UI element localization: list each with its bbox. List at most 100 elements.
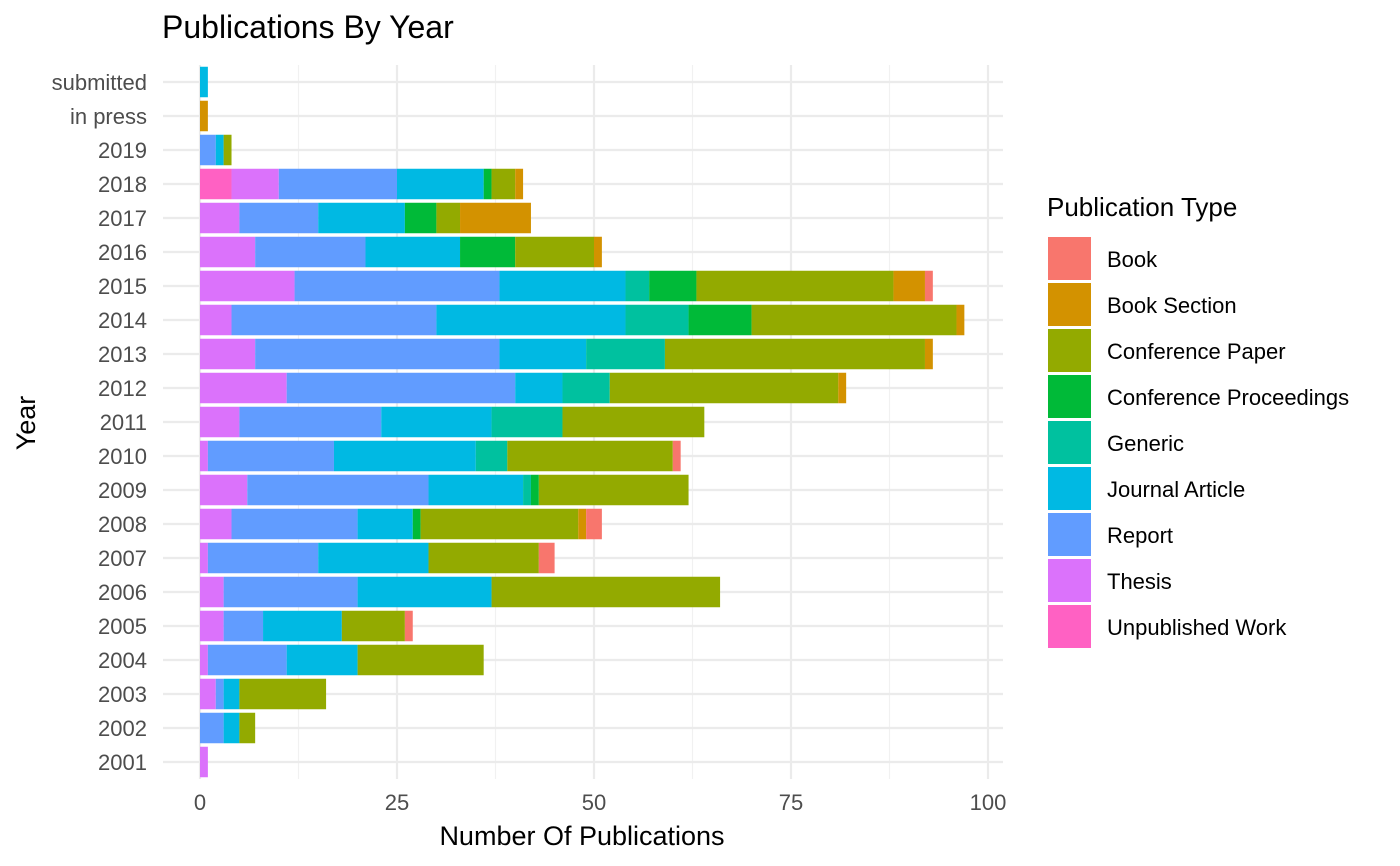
bar-segment: 2007 — Report: 14 [207, 542, 319, 574]
bar-segment: 2010 — Generic: 4 [475, 440, 508, 472]
bar-segment: 2003 — Conference Paper: 11 [239, 678, 327, 710]
legend-key [1048, 467, 1091, 510]
bar-segment: 2013 — Report: 31 [255, 338, 500, 370]
bar-segment: 2006 — Report: 17 [223, 576, 358, 608]
bar-segment: 2012 — Conference Paper: 29 [609, 372, 839, 404]
bar-segment: 2016 — Conference Proceedings: 7 [460, 236, 516, 268]
bar-segment: 2016 — Conference Paper: 10 [515, 236, 594, 268]
bar-segment: 2010 — Conference Paper: 21 [507, 440, 673, 472]
y-tick-label: 2012 [98, 376, 147, 401]
bar-segment: 2019 — Journal Article: 1 [215, 134, 224, 166]
y-tick-label: 2011 [100, 410, 147, 435]
bar-segment: 2007 — Conference Paper: 14 [428, 542, 539, 574]
bar-segment: 2014 — Generic: 8 [625, 304, 689, 336]
bar-segment: 2006 — Thesis: 3 [200, 576, 224, 608]
bar-segment: 2010 — Thesis: 1 [200, 440, 208, 472]
bar-segment: 2009 — Generic: 1 [523, 474, 531, 506]
y-tick-label: 2010 [98, 444, 147, 469]
y-tick-label: 2006 [98, 580, 147, 605]
y-tick-label: 2019 [98, 138, 147, 163]
y-tick-label: 2018 [98, 172, 147, 197]
bar-segment: 2011 — Report: 18 [239, 406, 382, 438]
legend-key [1048, 559, 1091, 602]
bar-segment: 2010 — Journal Article: 18 [333, 440, 476, 472]
bar-segment: 2003 — Journal Article: 2 [223, 678, 240, 710]
bar-segment: 2017 — Conference Paper: 3 [436, 202, 461, 234]
bar-segment: 2015 — Generic: 3 [625, 270, 650, 302]
legend-label: Journal Article [1107, 477, 1245, 502]
bar-segment: 2006 — Journal Article: 17 [357, 576, 492, 608]
bar-segment: 2004 — Conference Paper: 16 [357, 644, 484, 676]
bar-segment: 2013 — Conference Paper: 33 [664, 338, 925, 370]
bar-segment: 2007 — Journal Article: 14 [318, 542, 429, 574]
bar-segment: 2017 — Thesis: 5 [200, 202, 240, 234]
bar-segment: 2017 — Report: 10 [239, 202, 319, 234]
bar-segment: 2010 — Book: 1 [672, 440, 681, 472]
x-axis: 0 25 50 75 100 [194, 790, 1006, 815]
bar-segment: 2015 — Thesis: 12 [200, 270, 295, 302]
bar-segment: 2005 — Book: 1 [404, 610, 413, 642]
bar-segment: 2012 — Book Section: 1 [838, 372, 847, 404]
bar-segment: 2002 — Journal Article: 2 [223, 712, 240, 744]
bar-segment: 2006 — Conference Paper: 29 [491, 576, 721, 608]
legend-title: Publication Type [1047, 192, 1237, 222]
bar-segment: 2014 — Journal Article: 24 [436, 304, 626, 336]
bar-segment: 2013 — Thesis: 7 [200, 338, 256, 370]
x-tick-label: 50 [582, 790, 606, 815]
bar-segment: 2015 — Report: 26 [294, 270, 500, 302]
bar-segment: 2016 — Book Section: 1 [594, 236, 602, 268]
bar-segment: 2018 — Book Section: 1 [515, 168, 524, 200]
bar-segment: 2003 — Report: 1 [215, 678, 224, 710]
bar-segment: 2008 — Journal Article: 7 [357, 508, 413, 540]
bar-segment: 2011 — Journal Article: 14 [381, 406, 492, 438]
bar-segment: 2016 — Journal Article: 12 [365, 236, 461, 268]
x-tick-label: 100 [970, 790, 1007, 815]
bar-segment: 2018 — Conference Paper: 3 [491, 168, 516, 200]
bar-segment: 2008 — Thesis: 4 [200, 508, 232, 540]
y-tick-label: 2016 [98, 240, 147, 265]
legend-key [1048, 605, 1091, 648]
x-tick-label: 25 [385, 790, 409, 815]
bar-segment: 2017 — Journal Article: 11 [318, 202, 405, 234]
bar-segment: 2013 — Journal Article: 11 [499, 338, 587, 370]
bar-segment: 2016 — Report: 14 [255, 236, 366, 268]
bar-segment: 2018 — Unpublished Work: 4 [200, 168, 232, 200]
bar-segment: 2011 — Generic: 9 [491, 406, 563, 438]
bar-segment: 2008 — Conference Paper: 20 [420, 508, 579, 540]
bar-segment: 2012 — Journal Article: 6 [515, 372, 563, 404]
bar-segment: 2009 — Report: 23 [247, 474, 429, 506]
bar-segment: in press — Book Section: 1 [200, 100, 208, 132]
bar-segment: 2015 — Conference Proceedings: 6 [649, 270, 697, 302]
bar-segment: 2009 — Journal Article: 12 [428, 474, 524, 506]
y-tick-label: 2001 [98, 750, 147, 775]
bar-segment: 2014 — Thesis: 4 [200, 304, 232, 336]
y-tick-label: 2017 [98, 206, 147, 231]
bar-segment: 2011 — Thesis: 5 [200, 406, 240, 438]
legend: Publication Type Book Book Section Confere… [1047, 192, 1349, 648]
bar-segment: 2015 — Book: 1 [924, 270, 933, 302]
legend-label: Thesis [1107, 569, 1172, 594]
bar-segment: 2008 — Conference Proceedings: 1 [412, 508, 421, 540]
x-tick-label: 75 [779, 790, 803, 815]
bar-segment: 2018 — Journal Article: 11 [397, 168, 484, 200]
legend-key [1048, 329, 1091, 372]
y-tick-label: 2007 [98, 546, 147, 571]
x-axis-label: Number Of Publications [439, 821, 724, 851]
bar-segment: 2004 — Report: 10 [207, 644, 287, 676]
legend-label: Report [1107, 523, 1173, 548]
bar-segment: 2011 — Conference Paper: 18 [562, 406, 705, 438]
legend-label: Unpublished Work [1107, 615, 1287, 640]
bar-segment: 2003 — Thesis: 2 [200, 678, 216, 710]
bars: submitted — Journal Article: 1 in press —… [200, 66, 965, 778]
bar-segment: 2009 — Conference Proceedings: 1 [530, 474, 539, 506]
x-tick-label: 0 [194, 790, 206, 815]
legend-label: Generic [1107, 431, 1184, 456]
y-tick-label: 2005 [98, 614, 147, 639]
bar-segment: 2005 — Journal Article: 10 [263, 610, 342, 642]
chart-title: Publications By Year [162, 9, 454, 45]
legend-key [1048, 513, 1091, 556]
bar-segment: 2008 — Report: 16 [231, 508, 358, 540]
y-tick-label: 2015 [98, 274, 147, 299]
bar-segment: 2015 — Journal Article: 16 [499, 270, 626, 302]
